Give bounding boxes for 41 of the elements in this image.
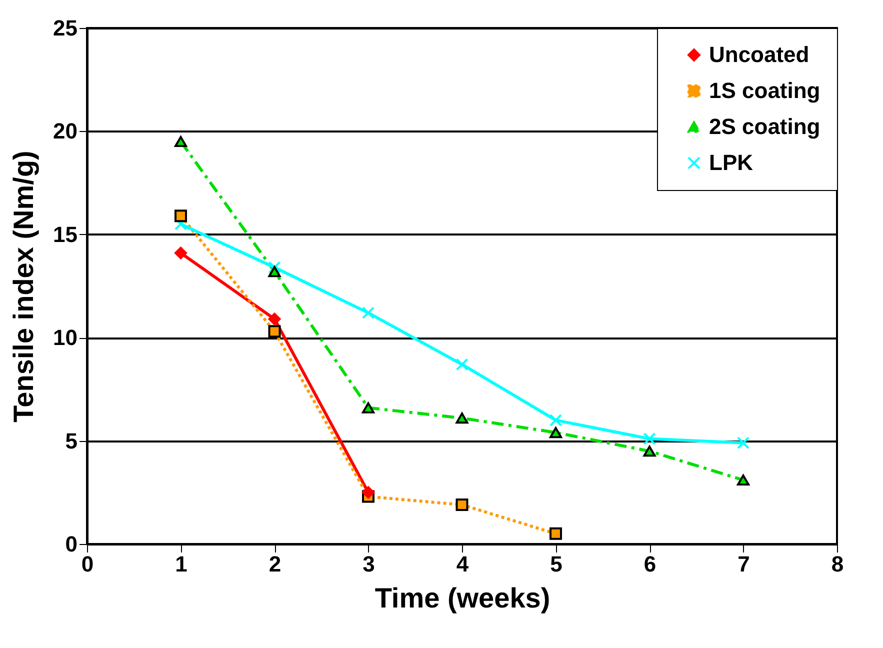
y-tick-label: 10 — [53, 325, 78, 350]
point — [456, 412, 468, 424]
point — [550, 427, 562, 438]
point — [268, 312, 281, 326]
point — [362, 402, 374, 414]
point — [268, 261, 281, 274]
x-tick-label: 6 — [644, 552, 656, 576]
point — [174, 210, 187, 222]
x-tick-label: 7 — [738, 552, 750, 576]
point — [362, 486, 374, 499]
x-tick-label: 1 — [175, 552, 188, 576]
x-tick-label: 0 — [81, 552, 94, 576]
point — [737, 436, 750, 450]
point — [643, 432, 656, 445]
x-axis-title: Time (weeks) — [374, 582, 550, 614]
x-tick-label: 5 — [550, 552, 562, 576]
y-tick-label: 25 — [53, 16, 78, 40]
point — [362, 306, 374, 320]
y-tick-label: 5 — [65, 428, 78, 454]
point — [268, 266, 281, 278]
y-tick-label: 15 — [53, 222, 78, 247]
legend-label: LPK — [709, 150, 754, 175]
point — [268, 325, 281, 338]
point — [737, 474, 750, 486]
x-tick-label: 3 — [362, 552, 375, 576]
point — [174, 136, 187, 148]
point — [456, 358, 468, 371]
legend-label: 2S coating — [709, 114, 820, 139]
point — [456, 498, 468, 512]
point — [643, 446, 656, 457]
point — [174, 246, 187, 260]
point — [550, 527, 562, 540]
y-tick-label: 20 — [53, 118, 78, 144]
legend-label: 1S coating — [709, 78, 820, 103]
point — [550, 414, 562, 426]
x-tick-label: 4 — [456, 552, 470, 576]
legend-label: Uncoated — [709, 42, 810, 67]
y-axis-title: Tensile index (Nm/g) — [8, 150, 40, 422]
x-tick-label: 2 — [268, 552, 282, 576]
x-tick-label: 8 — [831, 552, 844, 576]
y-tick-label: 0 — [65, 532, 78, 556]
